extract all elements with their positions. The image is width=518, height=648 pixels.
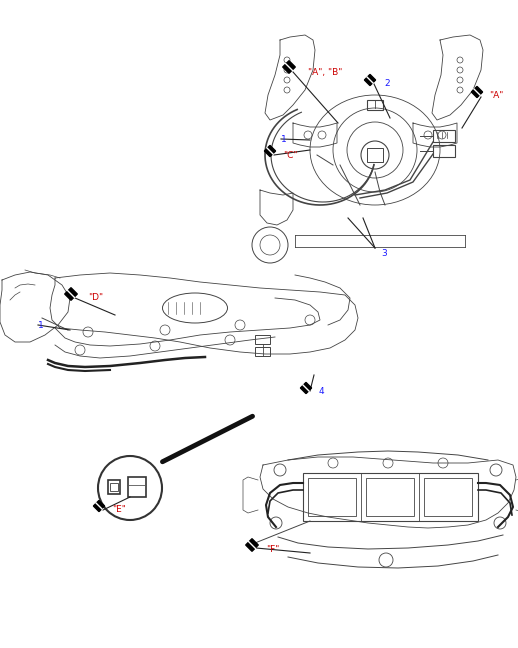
Bar — [424, 478, 472, 516]
Bar — [366, 478, 414, 516]
Polygon shape — [93, 500, 105, 512]
Text: "F": "F" — [266, 544, 279, 553]
Bar — [303, 473, 478, 521]
Polygon shape — [471, 86, 483, 98]
Bar — [367, 100, 383, 110]
Bar — [433, 145, 455, 157]
Text: 1: 1 — [38, 321, 44, 329]
Text: 3: 3 — [381, 248, 387, 257]
Bar — [128, 477, 146, 497]
Circle shape — [98, 456, 162, 520]
Text: 2: 2 — [384, 80, 390, 89]
Polygon shape — [283, 61, 295, 73]
Bar — [367, 148, 383, 162]
Text: 4: 4 — [319, 388, 325, 397]
Polygon shape — [246, 538, 258, 551]
Bar — [255, 347, 270, 356]
Text: "D": "D" — [88, 294, 103, 303]
Text: 1: 1 — [281, 135, 287, 143]
Bar — [110, 483, 118, 491]
Bar — [433, 130, 455, 142]
Text: "A": "A" — [489, 91, 503, 100]
Text: "A", "B": "A", "B" — [308, 67, 342, 76]
Polygon shape — [65, 288, 77, 300]
Polygon shape — [300, 382, 312, 393]
Text: "E": "E" — [112, 505, 126, 515]
Polygon shape — [364, 75, 376, 86]
Bar — [308, 478, 356, 516]
Bar — [255, 335, 270, 344]
Polygon shape — [264, 145, 276, 157]
Text: "C": "C" — [283, 150, 297, 159]
Bar — [108, 480, 120, 494]
